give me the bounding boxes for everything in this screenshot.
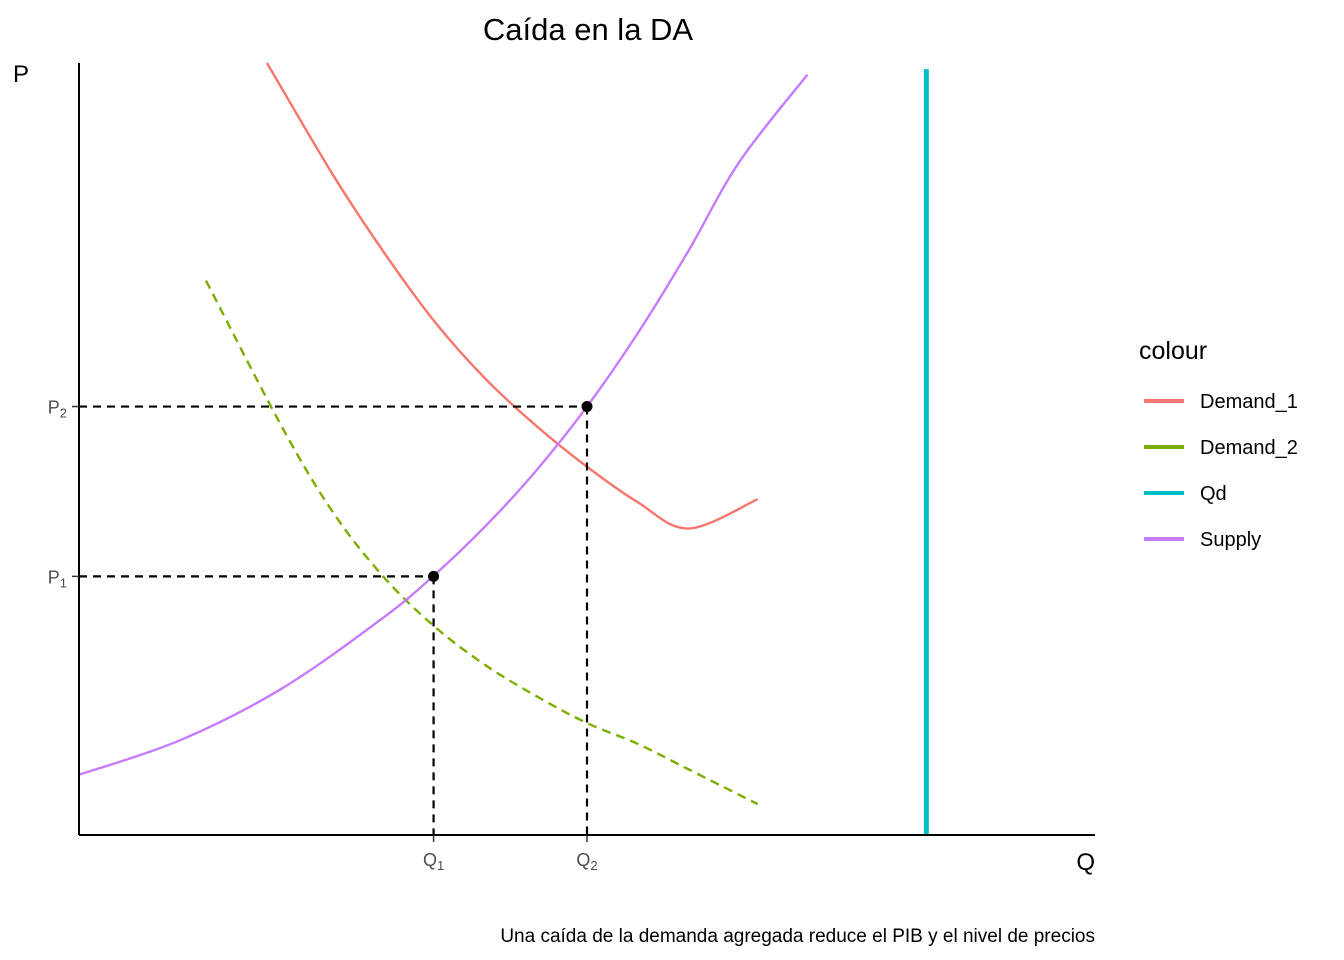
legend-label-demand-1: Demand_1 — [1200, 391, 1298, 413]
legend-label-demand-2: Demand_2 — [1200, 437, 1298, 459]
x-axis-title: Q — [1076, 849, 1095, 876]
chart-title: Caída en la DA — [483, 12, 694, 47]
equilibrium-point-1 — [428, 570, 440, 582]
x-tick-label-2: Q2 — [576, 850, 597, 873]
chart-caption: Una caída de la demanda agregada reduce … — [500, 926, 1095, 947]
legend-label-supply: Supply — [1200, 529, 1261, 551]
y-tick-label-1: P1 — [48, 567, 67, 590]
equilibrium-point-2 — [581, 401, 593, 413]
y-axis-title: P — [13, 61, 29, 88]
series-demand-1 — [265, 62, 759, 530]
points-layer — [428, 401, 593, 582]
x-tick-label-1: Q1 — [423, 850, 444, 873]
ticks-layer: P1 Q1 P2 Q2 — [48, 398, 598, 873]
legend-title: colour — [1139, 337, 1207, 365]
curves-layer — [78, 62, 929, 835]
series-supply — [78, 73, 809, 776]
guides-layer — [79, 405, 589, 835]
legend: colour Demand_1 Demand_2 Qd Supply — [1139, 337, 1298, 551]
legend-label-qd: Qd — [1200, 483, 1227, 505]
y-tick-label-2: P2 — [48, 398, 67, 421]
series-demand-2 — [204, 280, 759, 806]
